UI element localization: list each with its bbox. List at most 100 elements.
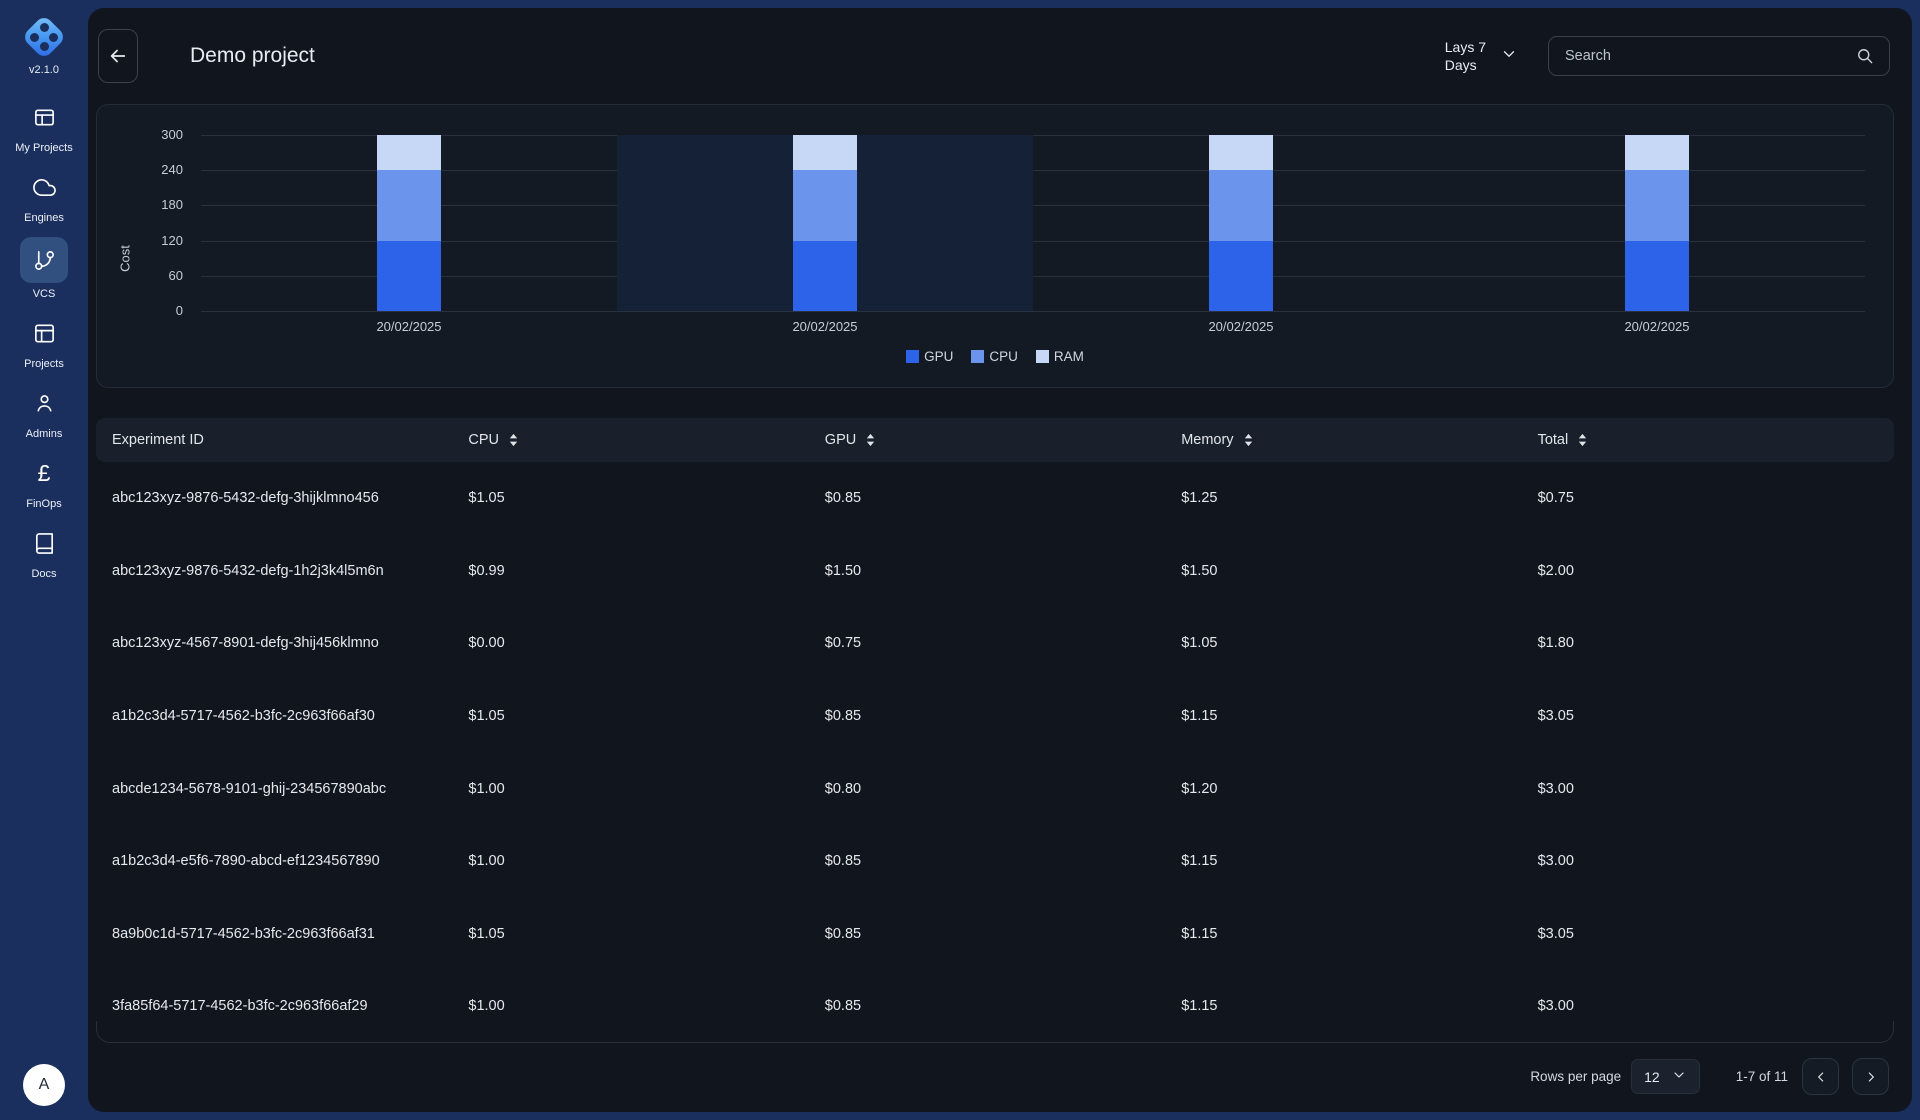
cost-cell: $1.05 (1181, 635, 1537, 651)
sidebar-item-docs[interactable]: Docs (0, 523, 88, 580)
table-row[interactable]: 8a9b0c1d-5717-4562-b3fc-2c963f66af31$1.0… (96, 898, 1894, 971)
table-row[interactable]: abcde1234-5678-9101-ghij-234567890abc $1.… (96, 752, 1894, 825)
sidebar-item-projects[interactable]: Projects (0, 313, 88, 370)
column-header-memory[interactable]: Memory (1181, 432, 1537, 448)
pound-icon: £ (21, 453, 67, 493)
legend-item-gpu[interactable]: GPU (906, 349, 953, 364)
sidebar-item-vcs[interactable]: VCS (0, 237, 88, 300)
book-icon (21, 523, 67, 563)
sidebar-item-label: FinOps (26, 498, 61, 510)
sidebar-item-label: Engines (24, 212, 64, 224)
cost-cell: $1.05 (468, 926, 824, 942)
bar-segment-ram (377, 135, 441, 170)
column-header-label: Total (1538, 432, 1569, 448)
sort-icon (865, 433, 876, 447)
back-button[interactable] (98, 29, 138, 83)
bar-segment-gpu (1625, 241, 1689, 311)
sidebar-item-my-projects[interactable]: My Projects (0, 97, 88, 154)
cost-cell: $1.00 (468, 853, 824, 869)
chart-bars (201, 135, 1865, 311)
chart-category-highlighted (617, 135, 1033, 311)
column-header-experiment-id: Experiment ID (112, 432, 468, 448)
column-header-label: Experiment ID (112, 432, 204, 448)
user-avatar[interactable]: A (23, 1064, 65, 1106)
legend-swatch (971, 350, 984, 363)
bar-segment-ram (1209, 135, 1273, 170)
bar-segment-ram (793, 135, 857, 170)
sidebar-item-engines[interactable]: Engines (0, 167, 88, 224)
table-row[interactable]: a1b2c3d4-5717-4562-b3fc-2c963f66af30$1.0… (96, 680, 1894, 753)
table-body: abc123xyz-9876-5432-defg-3hijklmno456$1.… (96, 462, 1894, 1043)
column-header-total[interactable]: Total (1538, 432, 1894, 448)
x-tick-label: 20/02/2025 (1033, 319, 1449, 334)
chart-plot-area (201, 135, 1865, 311)
x-tick-label: 20/02/2025 (201, 319, 617, 334)
cost-cell: $0.85 (825, 708, 1181, 724)
cost-cell: $1.15 (1181, 853, 1537, 869)
experiment-id-cell: abcde1234-5678-9101-ghij-234567890abc (112, 781, 468, 797)
cost-cell: $0.99 (468, 563, 824, 579)
legend-label: CPU (989, 349, 1018, 364)
stacked-bar[interactable] (1209, 135, 1273, 311)
pagination-bar: Rows per page 12 1-7 of 11 (88, 1043, 1912, 1111)
window-icon (21, 97, 67, 137)
table-row[interactable]: abc123xyz-9876-5432-defg-1h2j3k4l5m6n$0.… (96, 535, 1894, 608)
table-row[interactable]: abc123xyz-9876-5432-defg-3hijklmno456$1.… (96, 462, 1894, 535)
sort-icon (1577, 433, 1588, 447)
stacked-bar[interactable] (377, 135, 441, 311)
cost-cell: $3.00 (1538, 781, 1894, 797)
git-branch-icon (20, 237, 68, 283)
user-icon (21, 383, 67, 423)
cost-cell: $3.05 (1538, 926, 1894, 942)
table-row[interactable]: 3fa85f64-5717-4562-b3fc-2c963f66af29$1.0… (96, 970, 1894, 1043)
sort-icon (508, 433, 519, 447)
rows-per-page-label: Rows per page (1530, 1069, 1621, 1084)
bar-segment-gpu (1209, 241, 1273, 311)
sidebar-item-admins[interactable]: Admins (0, 383, 88, 440)
cost-cell: $3.00 (1538, 853, 1894, 869)
y-tick-label: 180 (127, 197, 183, 212)
legend-item-cpu[interactable]: CPU (971, 349, 1018, 364)
cost-cell: $1.50 (1181, 563, 1537, 579)
sidebar-item-finops[interactable]: £ FinOps (0, 453, 88, 510)
sidebar-item-label: Admins (26, 428, 63, 440)
bar-segment-cpu (377, 170, 441, 240)
sidebar-nav: My Projects Engines VCS Projects Admins £ FinO… (0, 84, 88, 580)
bar-segment-ram (1625, 135, 1689, 170)
cost-cell: $1.05 (468, 708, 824, 724)
y-tick-label: 0 (127, 303, 183, 318)
table-row[interactable]: a1b2c3d4-e5f6-7890-abcd-ef1234567890$1.0… (96, 825, 1894, 898)
bar-segment-cpu (793, 170, 857, 240)
cost-cell: $1.15 (1181, 998, 1537, 1014)
cost-cell: $3.00 (1538, 998, 1894, 1014)
column-header-gpu[interactable]: GPU (825, 432, 1181, 448)
experiment-id-cell: abc123xyz-9876-5432-defg-3hijklmno456 (112, 490, 468, 506)
cost-cell: $1.20 (1181, 781, 1537, 797)
rows-per-page-value: 12 (1644, 1069, 1660, 1085)
column-header-cpu[interactable]: CPU (468, 432, 824, 448)
stacked-bar[interactable] (1625, 135, 1689, 311)
table-row[interactable]: abc123xyz-4567-8901-defg-3hij456klmno$0.… (96, 607, 1894, 680)
legend-item-ram[interactable]: RAM (1036, 349, 1084, 364)
y-tick-label: 300 (127, 127, 183, 142)
next-page-button[interactable] (1852, 1058, 1889, 1095)
x-tick-label: 20/02/2025 (617, 319, 1033, 334)
cost-cell: $1.05 (468, 490, 824, 506)
date-range-selector[interactable]: Lays 7 Days (1445, 38, 1518, 74)
chart-category (201, 135, 617, 311)
search-icon[interactable] (1855, 46, 1875, 66)
previous-page-button[interactable] (1802, 1058, 1839, 1095)
sort-icon (1243, 433, 1254, 447)
legend-swatch (906, 350, 919, 363)
rows-per-page-select[interactable]: 12 (1631, 1059, 1700, 1094)
experiment-id-cell: a1b2c3d4-e5f6-7890-abcd-ef1234567890 (112, 853, 468, 869)
sidebar-item-label: Docs (31, 568, 56, 580)
chevron-down-icon (1500, 45, 1518, 68)
chevron-left-icon (1813, 1069, 1829, 1085)
stacked-bar[interactable] (793, 135, 857, 311)
cost-chart-card: Cost 060120180240300 20/02/202520/02/202… (96, 104, 1894, 388)
column-header-label: GPU (825, 432, 856, 448)
search-input[interactable] (1563, 47, 1855, 65)
cost-cell: $0.85 (825, 853, 1181, 869)
sidebar-item-label: Projects (24, 358, 64, 370)
